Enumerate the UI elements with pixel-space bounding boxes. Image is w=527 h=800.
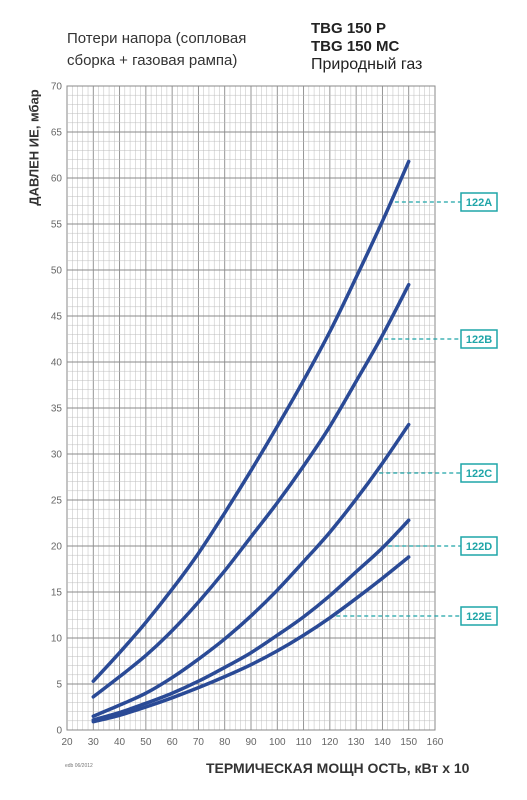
subtitle-line-2: сборка + газовая рампа): [67, 52, 238, 69]
x-tick-label: 30: [88, 737, 100, 748]
y-tick-label: 65: [51, 128, 63, 139]
tag-box-122b: [460, 329, 498, 349]
tag-box-122d: [460, 536, 498, 556]
x-tick-label: 40: [114, 737, 126, 748]
tag-box-122e: [460, 606, 498, 626]
y-tick-label: 60: [51, 174, 63, 185]
series-label-122b: 122B: [466, 334, 492, 346]
y-tick-label: 15: [51, 588, 63, 599]
x-tick-label: 80: [219, 737, 231, 748]
y-tick-label: 5: [56, 680, 62, 691]
x-tick-label: 120: [322, 737, 339, 748]
model-line-3: Природный газ: [311, 56, 423, 73]
series-tags: 122A 122B 122C 122D 122E: [336, 192, 498, 626]
y-tick-label: 70: [51, 82, 63, 93]
footnote: edb 06/2012: [65, 763, 93, 769]
x-tick-label: 150: [400, 737, 417, 748]
series-line-122d: [91, 518, 411, 722]
x-tick-label: 100: [269, 737, 286, 748]
series-line-122a: [91, 159, 411, 683]
x-tick-label: 140: [374, 737, 391, 748]
y-tick-label: 20: [51, 542, 63, 553]
tag-box-122a: [460, 192, 498, 212]
x-tick-label: 50: [140, 737, 152, 748]
model-line-1: TBG 150 P: [311, 20, 387, 37]
chart-subtitle: Потери напора (сопловая сборка + газовая…: [67, 28, 246, 72]
y-tick-label: 10: [51, 634, 63, 645]
y-tick-label: 50: [51, 266, 63, 277]
series-label-122a: 122A: [466, 197, 492, 209]
x-tick-label: 60: [167, 737, 179, 748]
series-label-122d: 122D: [466, 541, 492, 553]
y-tick-label: 25: [51, 496, 63, 507]
series-label-122e: 122E: [466, 611, 492, 623]
y-tick-label: 0: [56, 726, 62, 737]
chart-grid: [66, 85, 436, 731]
x-tick-label: 110: [296, 737, 312, 748]
model-line-2: TBG 150 MC: [311, 38, 400, 55]
series-lines: [91, 159, 411, 724]
subtitle-line-1: Потери напора (сопловая: [67, 30, 247, 47]
x-tick-label: 20: [61, 737, 73, 748]
axis-ticks: 20 30 40 50 60 70 80 90 100 110 120 130 140 150 160 0 5 1…: [51, 82, 444, 749]
tag-box-122c: [460, 463, 498, 483]
series-line-122c: [91, 422, 411, 718]
y-tick-label: 30: [51, 450, 63, 461]
y-tick-label: 45: [51, 312, 63, 323]
x-tick-label: 90: [245, 737, 257, 748]
series-label-122c: 122C: [466, 468, 492, 480]
series-line-122b: [91, 282, 411, 699]
y-tick-label: 40: [51, 358, 63, 369]
x-axis-label: ТЕРМИЧЕСКАЯ МОЩН ОСТЬ, кВт х 10: [206, 760, 470, 776]
y-tick-label: 55: [51, 220, 63, 231]
series-line-122e: [91, 555, 411, 724]
x-tick-label: 160: [427, 737, 444, 748]
x-tick-label: 130: [348, 737, 365, 748]
y-tick-label: 35: [51, 404, 63, 415]
x-tick-label: 70: [193, 737, 205, 748]
model-info: TBG 150 P TBG 150 MC Природный газ: [311, 20, 422, 74]
